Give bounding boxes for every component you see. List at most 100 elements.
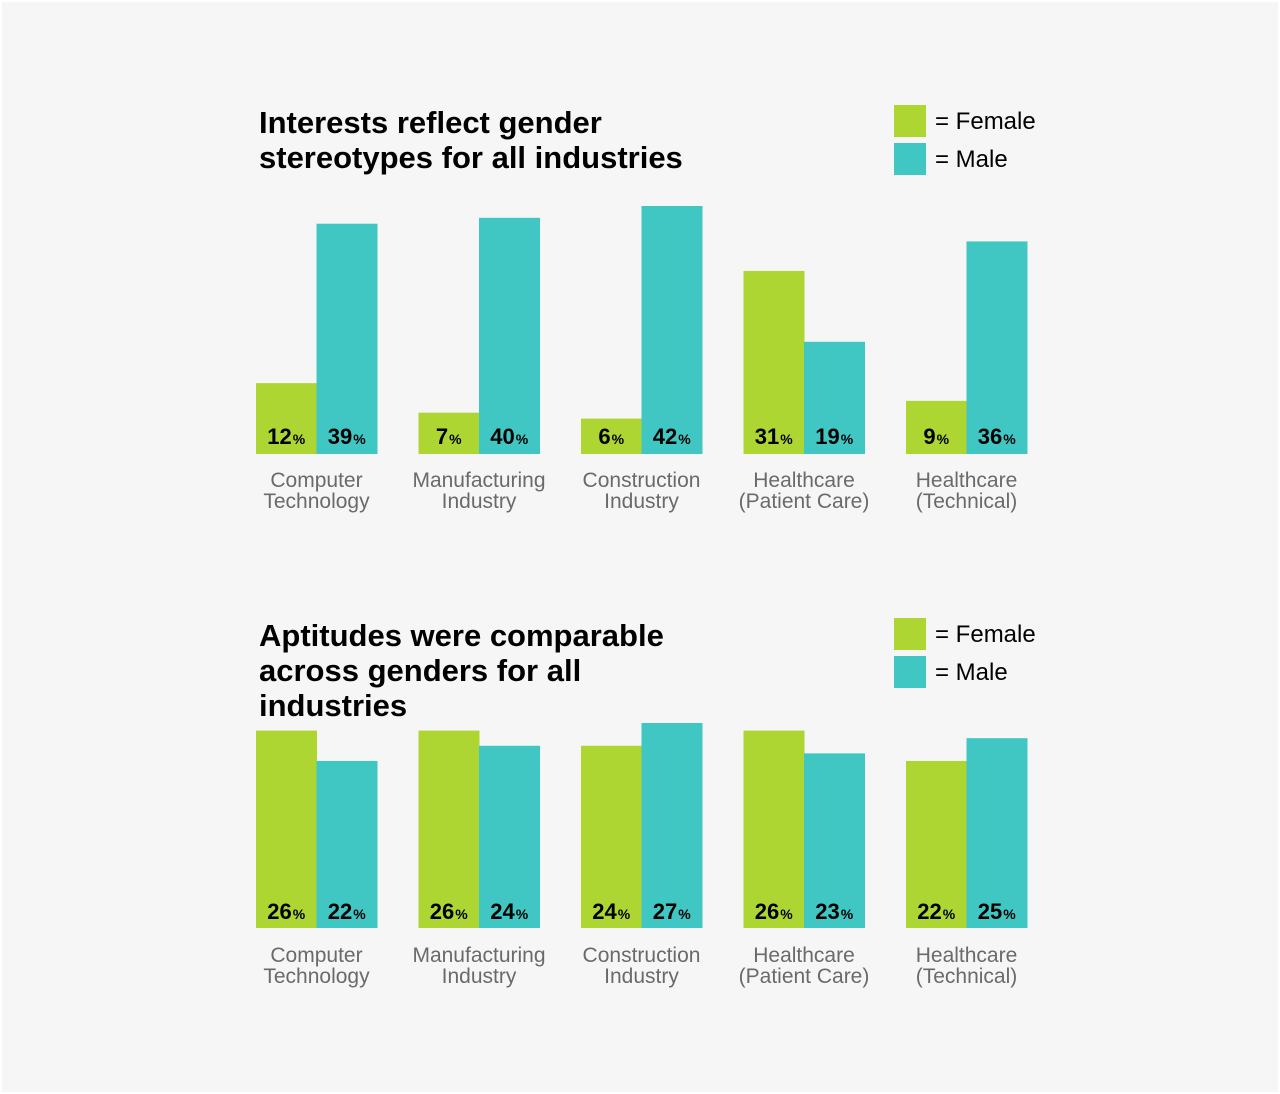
data-label-male: 22% xyxy=(328,899,366,924)
legend-label-female: = Female xyxy=(935,621,1036,648)
legend-label-male: = Male xyxy=(935,146,1008,173)
data-label-male: 40% xyxy=(490,424,528,449)
category-label-line: (Technical) xyxy=(916,490,1018,513)
bar-group: 7% 40% Manufacturing Industry xyxy=(412,217,546,513)
chart-title-line: Aptitudes were comparable xyxy=(259,618,664,653)
category-label: Manufacturing Industry xyxy=(412,469,545,513)
bar-male xyxy=(966,738,1028,928)
bar-group: 31% 19% Healthcare (Patient Care) xyxy=(739,270,870,513)
category-label-line: Industry xyxy=(604,490,679,513)
category-label: Healthcare (Patient Care) xyxy=(739,944,870,988)
chart-title-line: industries xyxy=(259,688,407,723)
bar-female xyxy=(906,400,967,454)
category-label-line: Industry xyxy=(442,490,517,513)
data-label-male: 19% xyxy=(815,424,853,449)
data-label-male: 36% xyxy=(978,424,1016,449)
data-label-female: 22% xyxy=(917,899,955,924)
category-label-line: Healthcare xyxy=(753,944,855,967)
category-label-line: Technology xyxy=(263,965,370,988)
category-label-line: Technology xyxy=(263,490,370,513)
bar-male xyxy=(316,760,378,928)
data-label-male: 23% xyxy=(815,899,853,924)
category-label-line: (Patient Care) xyxy=(739,490,870,513)
chart-title-line: across genders for all xyxy=(259,653,581,688)
category-label-line: Construction xyxy=(583,944,701,967)
bar-female xyxy=(256,383,317,454)
category-label-line: Computer xyxy=(270,469,362,492)
category-label-line: Manufacturing xyxy=(412,944,545,967)
chart-title-line: Interests reflect gender xyxy=(259,105,602,140)
bar-female xyxy=(906,760,967,928)
bar-female xyxy=(581,418,642,454)
chart-1: Interests reflect gender stereotypes for … xyxy=(256,105,1036,513)
chart-2: Aptitudes were comparable across genders … xyxy=(256,618,1036,988)
category-label: Construction Industry xyxy=(583,944,701,988)
data-label-female: 12% xyxy=(267,424,305,449)
category-label-line: Computer xyxy=(270,944,362,967)
data-label-male: 24% xyxy=(490,899,528,924)
data-label-male: 25% xyxy=(978,899,1016,924)
legend-swatch-male xyxy=(894,656,926,688)
data-label-female: 6% xyxy=(598,424,624,449)
bar-male xyxy=(316,223,378,454)
bar-group: 26% 23% Healthcare (Patient Care) xyxy=(739,730,870,988)
bar-group: 26% 24% Manufacturing Industry xyxy=(412,730,546,988)
bar-male xyxy=(966,241,1028,454)
legend: = Female = Male xyxy=(894,618,1036,688)
category-label-line: (Patient Care) xyxy=(739,965,870,988)
bar-group: 6% 42% Construction Industry xyxy=(581,206,703,513)
data-label-female: 31% xyxy=(755,424,793,449)
bar-group: 24% 27% Construction Industry xyxy=(581,723,703,988)
bar-female xyxy=(418,730,480,928)
category-label-line: Healthcare xyxy=(916,469,1018,492)
category-label: Healthcare (Technical) xyxy=(916,469,1018,513)
chart-title: Interests reflect gender stereotypes for … xyxy=(259,105,683,175)
bar-female xyxy=(256,730,317,928)
bar-female xyxy=(581,745,642,928)
category-label: Construction Industry xyxy=(583,469,701,513)
bar-male xyxy=(804,753,865,928)
category-label: Healthcare (Technical) xyxy=(916,944,1018,988)
chart-title: Aptitudes were comparable across genders … xyxy=(259,618,664,723)
bar-male xyxy=(804,341,865,454)
legend: = Female = Male xyxy=(894,105,1036,175)
data-label-female: 26% xyxy=(755,899,793,924)
bar-female xyxy=(743,270,805,454)
bar-male xyxy=(641,206,703,454)
category-label-line: (Technical) xyxy=(916,965,1018,988)
bar-male xyxy=(641,723,703,928)
legend-swatch-female xyxy=(894,618,926,650)
bar-male xyxy=(479,745,540,928)
data-label-female: 26% xyxy=(267,899,305,924)
data-label-female: 9% xyxy=(923,424,949,449)
bar-group: 9% 36% Healthcare (Technical) xyxy=(906,241,1028,513)
category-label-line: Industry xyxy=(442,965,517,988)
category-label-line: Industry xyxy=(604,965,679,988)
bar-male xyxy=(479,217,540,454)
bar-group: 12% 39% Computer Technology xyxy=(256,223,378,513)
data-label-male: 42% xyxy=(653,424,691,449)
category-label-line: Construction xyxy=(583,469,701,492)
category-label-line: Manufacturing xyxy=(412,469,545,492)
data-label-female: 26% xyxy=(430,899,468,924)
category-label: Computer Technology xyxy=(263,469,370,513)
category-label-line: Healthcare xyxy=(916,944,1018,967)
data-label-male: 39% xyxy=(328,424,366,449)
data-label-female: 24% xyxy=(592,899,630,924)
chart-title-line: stereotypes for all industries xyxy=(259,140,683,175)
category-label: Computer Technology xyxy=(263,944,370,988)
bar-female xyxy=(418,412,480,454)
bar-female xyxy=(743,730,805,928)
bar-group: 22% 25% Healthcare (Technical) xyxy=(906,738,1028,988)
data-label-male: 27% xyxy=(653,899,691,924)
category-label: Manufacturing Industry xyxy=(412,944,545,988)
category-label: Healthcare (Patient Care) xyxy=(739,469,870,513)
legend-swatch-female xyxy=(894,105,926,137)
legend-label-male: = Male xyxy=(935,659,1008,686)
category-label-line: Healthcare xyxy=(753,469,855,492)
legend-label-female: = Female xyxy=(935,108,1036,135)
legend-swatch-male xyxy=(894,143,926,175)
bar-group: 26% 22% Computer Technology xyxy=(256,730,378,988)
data-label-female: 7% xyxy=(436,424,462,449)
